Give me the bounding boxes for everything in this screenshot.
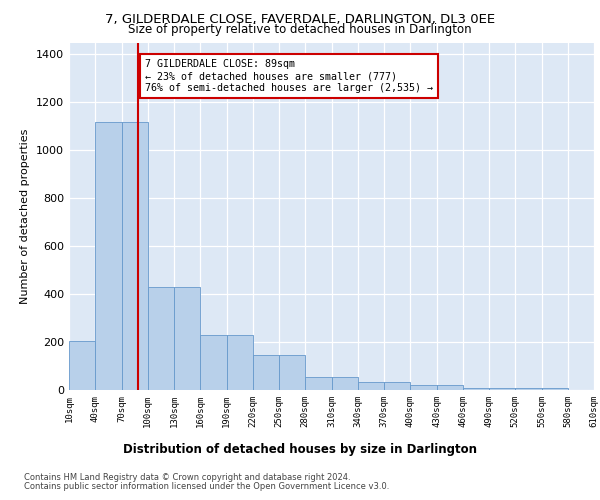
- Bar: [437, 385, 463, 390]
- Bar: [279, 355, 305, 390]
- Bar: [174, 287, 200, 390]
- Bar: [358, 382, 384, 390]
- Bar: [332, 377, 358, 390]
- Bar: [121, 122, 148, 390]
- Bar: [489, 388, 515, 390]
- Bar: [410, 385, 437, 390]
- Bar: [463, 388, 489, 390]
- Bar: [227, 335, 253, 390]
- Bar: [384, 382, 410, 390]
- Bar: [200, 335, 227, 390]
- Text: Contains public sector information licensed under the Open Government Licence v3: Contains public sector information licen…: [24, 482, 389, 491]
- Text: Contains HM Land Registry data © Crown copyright and database right 2024.: Contains HM Land Registry data © Crown c…: [24, 472, 350, 482]
- Bar: [515, 388, 542, 390]
- Bar: [69, 341, 95, 390]
- Text: Distribution of detached houses by size in Darlington: Distribution of detached houses by size …: [123, 442, 477, 456]
- Text: Size of property relative to detached houses in Darlington: Size of property relative to detached ho…: [128, 22, 472, 36]
- Y-axis label: Number of detached properties: Number of detached properties: [20, 128, 31, 304]
- Bar: [148, 287, 174, 390]
- Text: 7, GILDERDALE CLOSE, FAVERDALE, DARLINGTON, DL3 0EE: 7, GILDERDALE CLOSE, FAVERDALE, DARLINGT…: [105, 12, 495, 26]
- Bar: [542, 388, 568, 390]
- Bar: [95, 122, 121, 390]
- Bar: [253, 355, 279, 390]
- Text: 7 GILDERDALE CLOSE: 89sqm
← 23% of detached houses are smaller (777)
76% of semi: 7 GILDERDALE CLOSE: 89sqm ← 23% of detac…: [145, 60, 433, 92]
- Bar: [305, 377, 331, 390]
